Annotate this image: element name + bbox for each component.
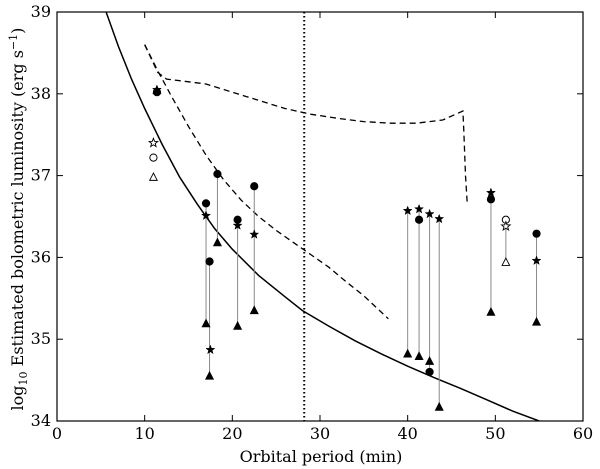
y-tick-label: 35 (31, 329, 51, 348)
x-tick-label: 10 (134, 424, 154, 443)
marker-star-open (147, 137, 160, 148)
x-tick-label: 40 (397, 424, 417, 443)
marker-star-filled (434, 213, 445, 224)
marker-triangle-filled (233, 320, 243, 330)
y-axis-label-main: Estimated bolometric luminosity (erg s (8, 50, 27, 371)
marker-star-filled (201, 210, 212, 220)
curves-layer (105, 12, 540, 421)
y-axis-label-sup: −1 (7, 34, 20, 50)
marker-circle-filled (213, 169, 222, 179)
marker-triangle-filled (414, 351, 424, 360)
marker-circle-filled (486, 195, 496, 204)
solid-curve (105, 12, 540, 421)
marker-triangle-filled (531, 316, 542, 326)
marker-star-filled (424, 208, 435, 219)
x-tick-label: 50 (485, 424, 505, 443)
marker-circle-filled (414, 215, 424, 224)
marker-star-filled (232, 220, 243, 230)
marker-star-filled (531, 255, 542, 265)
y-tick-label: 36 (31, 247, 51, 266)
marker-triangle-filled (425, 356, 435, 365)
x-tick-label: 0 (52, 424, 62, 443)
y-tick-label: 37 (31, 166, 51, 185)
x-tick-label: 30 (310, 424, 330, 443)
marker-triangle-filled (434, 401, 444, 411)
markers-layer (147, 84, 542, 411)
marker-star-filled (413, 203, 425, 214)
marker-star-open (500, 220, 512, 232)
x-tick-label: 60 (573, 424, 593, 443)
marker-triangle-filled (403, 348, 413, 358)
y-axis-label: log10 Estimated bolometric luminosity (e… (7, 28, 30, 411)
axes-layer: 0 10 20 30 40 50 60 34 35 36 37 38 39 (31, 2, 594, 443)
y-tick-label: 38 (31, 84, 51, 103)
y-axis-label-sub: 10 (17, 371, 30, 385)
marker-circle-open (149, 153, 158, 162)
y-tick-label: 39 (31, 2, 51, 21)
marker-star-filled (485, 187, 496, 198)
marker-circle-filled (250, 182, 259, 191)
y-axis-label-prefix: log (8, 385, 27, 410)
y-tick-label: 34 (31, 411, 51, 430)
marker-star-filled (249, 229, 260, 239)
y-axis-label-suffix: ) (8, 28, 27, 34)
error-bars-layer (205, 173, 538, 408)
marker-triangle-open (148, 172, 158, 181)
marker-star-filled (205, 344, 216, 355)
x-tick-label: 20 (222, 424, 242, 443)
marker-triangle-filled (486, 307, 496, 316)
marker-triangle-filled (212, 237, 222, 247)
marker-circle-filled (425, 367, 434, 377)
marker-triangle-open (501, 257, 511, 266)
x-axis-label: Orbital period (min) (240, 447, 403, 466)
marker-star-filled (402, 205, 413, 216)
marker-circle-filled (532, 229, 541, 238)
marker-triangle-filled (201, 318, 211, 328)
marker-circle-filled (205, 257, 214, 266)
marker-triangle-filled (152, 85, 162, 95)
dashed-curve-long (144, 44, 468, 205)
marker-triangle-filled (205, 370, 215, 380)
dashed-curve-short (144, 44, 389, 320)
marker-triangle-filled (249, 305, 259, 315)
marker-circle-filled (201, 199, 211, 208)
